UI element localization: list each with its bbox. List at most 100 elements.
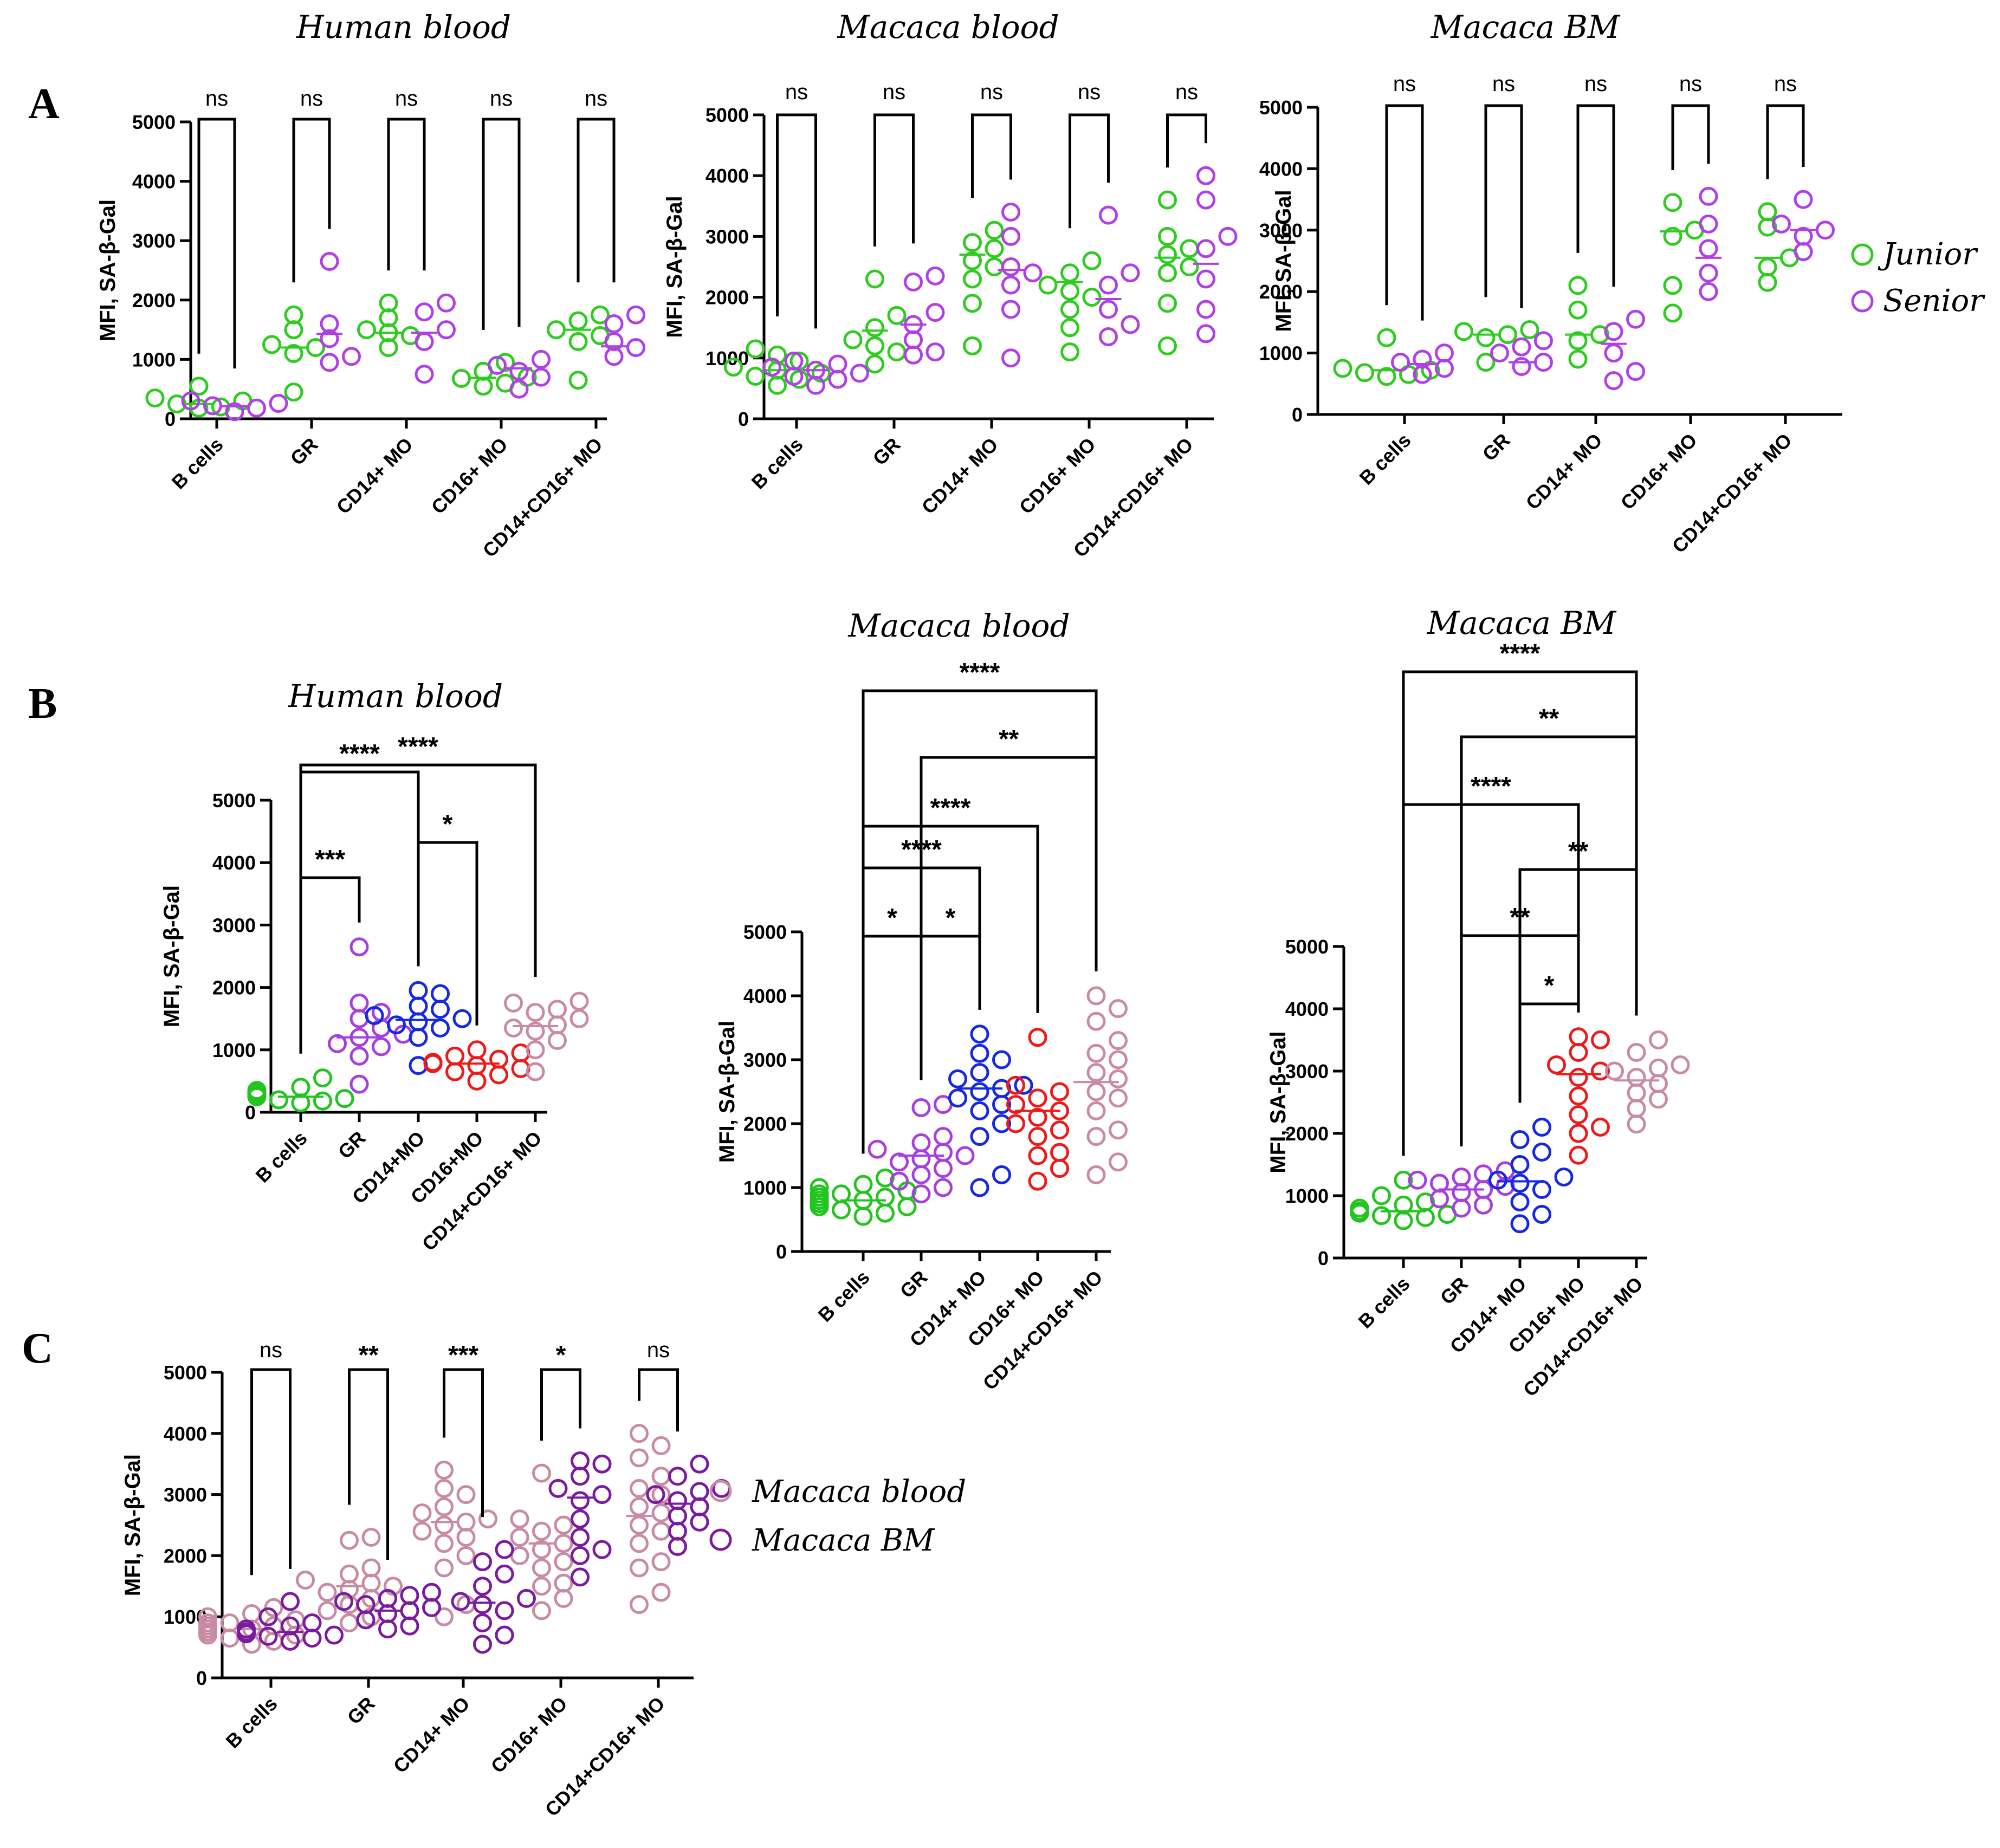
data-point-macaca-bm [378, 1619, 397, 1639]
data-point-macaca-blood [435, 1534, 454, 1553]
data-point-cd14-cd16-mo [1086, 1063, 1106, 1082]
significance-label: ns [1774, 72, 1797, 96]
data-point-junior [1082, 288, 1102, 307]
data-point-b-cells [1372, 1206, 1391, 1225]
data-point-macaca-bm [668, 1491, 687, 1510]
data-point-cd14-mo [1532, 1143, 1551, 1162]
data-point-macaca-bm [495, 1564, 514, 1584]
data-point-macaca-bm [571, 1451, 590, 1471]
y-tick-label: 5000 [164, 1361, 207, 1384]
data-point-senior [415, 365, 434, 384]
data-point-senior [1794, 226, 1813, 246]
data-point-cd14-mo [970, 1127, 989, 1146]
data-point-cd14-cd16-mo [1627, 1099, 1646, 1118]
significance-label: * [1544, 971, 1555, 1000]
data-point-junior [379, 293, 398, 313]
data-point-cd14-mo [1510, 1155, 1530, 1174]
data-point-senior [1001, 226, 1020, 246]
data-point-macaca-bm [646, 1485, 665, 1505]
legend-junior-label: Junior [1878, 237, 1978, 272]
data-point-junior [1590, 325, 1609, 345]
data-point-cd14-cd16-mo [1627, 1043, 1646, 1062]
data-point-junior [284, 382, 303, 402]
data-point-macaca-bm [281, 1616, 300, 1636]
data-point-senior [488, 355, 507, 375]
data-point-macaca-blood [510, 1546, 529, 1565]
y-tick-label: 1000 [132, 348, 176, 371]
data-point-cd14-mo [1488, 1170, 1507, 1190]
legend-a: Junior Senior [1851, 237, 1985, 319]
data-point-macaca-blood [532, 1601, 551, 1620]
data-point-senior [1794, 190, 1813, 209]
chart-title: Macaca blood [847, 607, 1070, 644]
y-axis-label: MFI, SA-β-Gal [1272, 190, 1296, 332]
data-point-junior [452, 368, 471, 388]
significance-bracket [1484, 104, 1523, 308]
data-point-junior [1060, 300, 1079, 319]
data-point-senior [1604, 371, 1623, 391]
data-point-macaca-blood [651, 1503, 671, 1522]
data-point-junior [1082, 251, 1102, 270]
data-point-junior [1663, 303, 1682, 323]
data-point-b-cells [1394, 1211, 1413, 1230]
data-point-macaca-blood [435, 1460, 454, 1480]
category-label-gr: GR [286, 433, 322, 470]
category-label-cd16-mo: CD16+ MO [427, 433, 512, 518]
y-tick-label: 2000 [132, 289, 176, 312]
data-point-b-cells [291, 1078, 310, 1097]
data-point-senior [320, 329, 339, 348]
significance-label: ns [1393, 72, 1416, 96]
data-point-cd14-mo [970, 1043, 989, 1063]
legend-macaca-blood-label: Macaca blood [752, 1474, 966, 1509]
data-point-cd16-mo [1050, 1159, 1069, 1178]
data-point-cd14-cd16-mo [504, 993, 523, 1013]
significance-bracket [482, 118, 521, 330]
data-point-junior [1333, 359, 1352, 378]
data-point-macaca-blood [554, 1515, 573, 1535]
data-point-junior [1060, 281, 1079, 301]
data-point-macaca-bm [592, 1454, 612, 1474]
data-point-b-cells [1416, 1192, 1435, 1211]
data-point-b-cells [1372, 1186, 1391, 1205]
data-point-senior [509, 361, 529, 381]
data-point-senior [1816, 221, 1835, 240]
data-point-macaca-blood [264, 1598, 283, 1617]
data-point-macaca-blood [435, 1479, 454, 1498]
chart-title: Macaca blood [837, 9, 1059, 46]
data-point-macaca-bm [592, 1540, 612, 1559]
data-point-macaca-bm [237, 1619, 256, 1639]
data-point-cd14-mo [992, 1165, 1011, 1184]
data-point-cd16-mo [1028, 1146, 1047, 1165]
data-point-senior [904, 345, 923, 365]
data-point-cd14-mo [970, 1024, 989, 1044]
data-point-cd16-mo [1569, 1027, 1588, 1047]
y-tick-label: 5000 [1285, 936, 1329, 958]
legend-macaca-bm-label: Macaca BM [752, 1523, 935, 1558]
y-tick-label: 4000 [212, 852, 256, 874]
data-point-b-cells [1350, 1203, 1369, 1223]
data-point-macaca-blood [651, 1583, 671, 1602]
y-tick-label: 0 [245, 1101, 256, 1124]
data-point-macaca-blood [532, 1577, 551, 1596]
data-point-cd14-cd16-mo [548, 1031, 567, 1051]
data-point-gr [934, 1159, 953, 1178]
y-tick-label: 0 [776, 1241, 787, 1263]
data-point-junior [768, 375, 787, 395]
data-point-macaca-blood [532, 1540, 551, 1559]
data-point-macaca-bm [400, 1586, 419, 1605]
data-point-cd14-mo [1510, 1214, 1530, 1234]
data-point-senior [1413, 349, 1432, 369]
data-point-junior [865, 354, 884, 374]
significance-label: * [887, 904, 897, 932]
data-point-senior [1196, 300, 1215, 319]
data-point-cd14-cd16-mo [1086, 986, 1106, 1006]
y-tick-label: 2000 [164, 1545, 207, 1567]
data-point-gr [1452, 1168, 1471, 1186]
y-tick-label: 3000 [743, 1049, 787, 1071]
data-point-junior [284, 320, 303, 340]
significance-bracket [1766, 104, 1805, 179]
data-point-cd14-mo [1510, 1130, 1530, 1149]
data-point-cd14-mo [409, 1012, 428, 1032]
y-tick-label: 3000 [164, 1484, 207, 1506]
data-point-senior [1099, 327, 1118, 347]
